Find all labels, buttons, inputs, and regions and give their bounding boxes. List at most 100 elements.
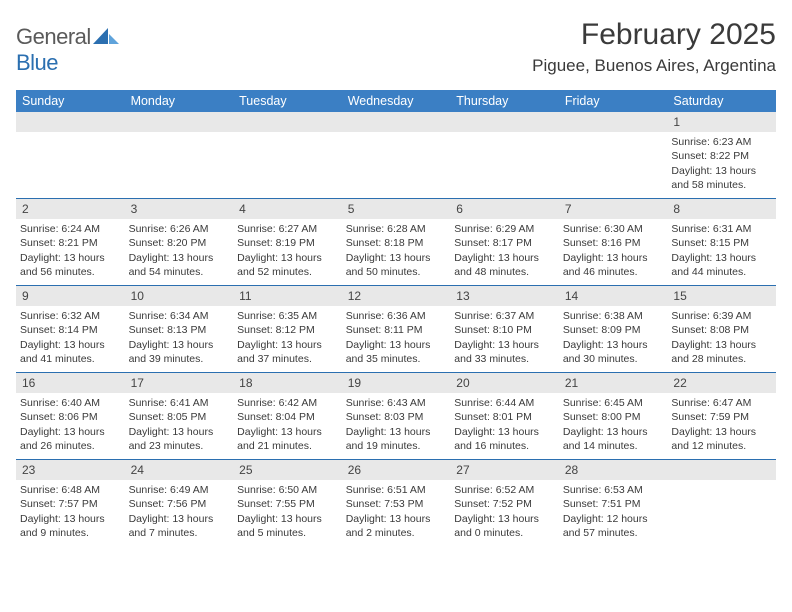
sunset-line: Sunset: 8:20 PM (129, 236, 230, 250)
calendar-day-empty (559, 112, 668, 198)
sunrise-line: Sunrise: 6:45 AM (563, 396, 664, 410)
calendar-week-row: 9 Sunrise: 6:32 AMSunset: 8:14 PM Daylight… (16, 285, 776, 372)
daylight-line: Daylight: 13 hours and 23 minutes. (129, 425, 230, 453)
calendar-day: 3Sunrise: 6:26 AMSunset: 8:20 PMDaylight… (125, 199, 234, 285)
daylight-line: Daylight: 13 hours and 7 minutes. (129, 512, 230, 540)
calendar-day: 6Sunrise: 6:29 AMSunset: 8:17 PMDaylight… (450, 199, 559, 285)
sunrise-line: Sunrise: 6:36 AM (346, 309, 447, 323)
calendar-day: 17 Sunrise: 6:41 AMSunset: 8:05 PMDayligh… (125, 373, 234, 459)
day-number: 15 (667, 286, 776, 306)
sunset-line: Sunset: 8:11 PM (346, 323, 447, 337)
brand-logo: GeneralBlue (16, 18, 119, 76)
daylight-line: Daylight: 13 hours and 28 minutes. (671, 338, 772, 366)
day-number: 4 (233, 199, 342, 219)
sunrise-line: Sunrise: 6:47 AM (671, 396, 772, 410)
daylight-line: Daylight: 13 hours and 14 minutes. (563, 425, 664, 453)
sunset-line: Sunset: 8:01 PM (454, 410, 555, 424)
day-number: 17 (125, 373, 234, 393)
calendar-week-row: 1Sunrise: 6:23 AMSunset: 8:22 PMDaylight… (16, 112, 776, 198)
daylight-line: Daylight: 13 hours and 50 minutes. (346, 251, 447, 279)
sunset-line: Sunset: 8:08 PM (671, 323, 772, 337)
calendar-day: 21 Sunrise: 6:45 AMSunset: 8:00 PMDayligh… (559, 373, 668, 459)
sunset-line: Sunset: 8:04 PM (237, 410, 338, 424)
calendar-day: 16Sunrise: 6:40 AMSunset: 8:06 PMDayligh… (16, 373, 125, 459)
sunrise-line: Sunrise: 6:30 AM (563, 222, 664, 236)
calendar-day: 25Sunrise: 6:50 AMSunset: 7:55 PMDayligh… (233, 460, 342, 546)
daylight-line: Daylight: 13 hours and 9 minutes. (20, 512, 121, 540)
sunrise-line: Sunrise: 6:41 AM (129, 396, 230, 410)
sunrise-line: Sunrise: 6:51 AM (346, 483, 447, 497)
calendar-day: 26Sunrise: 6:51 AMSunset: 7:53 PMDayligh… (342, 460, 451, 546)
daylight-line: Daylight: 12 hours and 57 minutes. (563, 512, 664, 540)
header: GeneralBlue February 2025 Piguee, Buenos… (16, 18, 776, 76)
calendar-week-row: 23Sunrise: 6:48 AMSunset: 7:57 PMDayligh… (16, 459, 776, 546)
month-title: February 2025 (532, 18, 776, 52)
daylight-line: Daylight: 13 hours and 48 minutes. (454, 251, 555, 279)
sunset-line: Sunset: 8:14 PM (20, 323, 121, 337)
calendar: SundayMondayTuesdayWednesdayThursdayFrid… (16, 90, 776, 546)
sunrise-line: Sunrise: 6:37 AM (454, 309, 555, 323)
day-number: 10 (125, 286, 234, 306)
day-number: 26 (342, 460, 451, 480)
sunrise-line: Sunrise: 6:43 AM (346, 396, 447, 410)
calendar-day-empty (667, 460, 776, 546)
sunrise-line: Sunrise: 6:39 AM (671, 309, 772, 323)
sunset-line: Sunset: 8:17 PM (454, 236, 555, 250)
sunset-line: Sunset: 8:00 PM (563, 410, 664, 424)
day-number: 21 (559, 373, 668, 393)
location: Piguee, Buenos Aires, Argentina (532, 56, 776, 76)
daylight-line: Daylight: 13 hours and 52 minutes. (237, 251, 338, 279)
day-number: 2 (16, 199, 125, 219)
calendar-day: 4Sunrise: 6:27 AMSunset: 8:19 PMDaylight… (233, 199, 342, 285)
sunset-line: Sunset: 8:05 PM (129, 410, 230, 424)
day-number: 11 (233, 286, 342, 306)
title-block: February 2025 Piguee, Buenos Aires, Arge… (532, 18, 776, 76)
day-number: 8 (667, 199, 776, 219)
daylight-line: Daylight: 13 hours and 33 minutes. (454, 338, 555, 366)
sunrise-line: Sunrise: 6:28 AM (346, 222, 447, 236)
day-number: 9 (16, 286, 125, 306)
calendar-day: 27Sunrise: 6:52 AMSunset: 7:52 PMDayligh… (450, 460, 559, 546)
calendar-day-empty (233, 112, 342, 198)
sunrise-line: Sunrise: 6:53 AM (563, 483, 664, 497)
calendar-day: 14Sunrise: 6:38 AMSunset: 8:09 PMDayligh… (559, 286, 668, 372)
sunset-line: Sunset: 8:21 PM (20, 236, 121, 250)
sunrise-line: Sunrise: 6:50 AM (237, 483, 338, 497)
calendar-day: 28Sunrise: 6:53 AMSunset: 7:51 PMDayligh… (559, 460, 668, 546)
calendar-day: 7Sunrise: 6:30 AMSunset: 8:16 PMDaylight… (559, 199, 668, 285)
daylight-line: Daylight: 13 hours and 54 minutes. (129, 251, 230, 279)
sunset-line: Sunset: 8:06 PM (20, 410, 121, 424)
sunset-line: Sunset: 7:55 PM (237, 497, 338, 511)
day-number: 6 (450, 199, 559, 219)
day-number (559, 112, 668, 132)
sunset-line: Sunset: 8:15 PM (671, 236, 772, 250)
weekday-header-row: SundayMondayTuesdayWednesdayThursdayFrid… (16, 90, 776, 112)
daylight-line: Daylight: 13 hours and 58 minutes. (671, 164, 772, 192)
calendar-weeks: 1Sunrise: 6:23 AMSunset: 8:22 PMDaylight… (16, 112, 776, 546)
brand-name-b: Blue (16, 50, 58, 75)
sunset-line: Sunset: 7:57 PM (20, 497, 121, 511)
weekday-header: Sunday (16, 90, 125, 112)
sunrise-line: Sunrise: 6:32 AM (20, 309, 121, 323)
daylight-line: Daylight: 13 hours and 26 minutes. (20, 425, 121, 453)
day-number: 24 (125, 460, 234, 480)
calendar-day: 5Sunrise: 6:28 AMSunset: 8:18 PMDaylight… (342, 199, 451, 285)
daylight-line: Daylight: 13 hours and 16 minutes. (454, 425, 555, 453)
sunset-line: Sunset: 7:56 PM (129, 497, 230, 511)
calendar-day: 18Sunrise: 6:42 AMSunset: 8:04 PMDayligh… (233, 373, 342, 459)
calendar-day: 12Sunrise: 6:36 AMSunset: 8:11 PMDayligh… (342, 286, 451, 372)
day-number: 5 (342, 199, 451, 219)
day-number: 3 (125, 199, 234, 219)
sunrise-line: Sunrise: 6:42 AM (237, 396, 338, 410)
calendar-week-row: 2Sunrise: 6:24 AMSunset: 8:21 PMDaylight… (16, 198, 776, 285)
daylight-line: Daylight: 13 hours and 56 minutes. (20, 251, 121, 279)
day-number (450, 112, 559, 132)
day-number: 7 (559, 199, 668, 219)
calendar-day: 15 Sunrise: 6:39 AMSunset: 8:08 PMDayligh… (667, 286, 776, 372)
calendar-day: 11Sunrise: 6:35 AMSunset: 8:12 PMDayligh… (233, 286, 342, 372)
calendar-day: 13Sunrise: 6:37 AMSunset: 8:10 PMDayligh… (450, 286, 559, 372)
weekday-header: Friday (559, 90, 668, 112)
day-number: 18 (233, 373, 342, 393)
calendar-day: 1Sunrise: 6:23 AMSunset: 8:22 PMDaylight… (667, 112, 776, 198)
calendar-day: 23Sunrise: 6:48 AMSunset: 7:57 PMDayligh… (16, 460, 125, 546)
